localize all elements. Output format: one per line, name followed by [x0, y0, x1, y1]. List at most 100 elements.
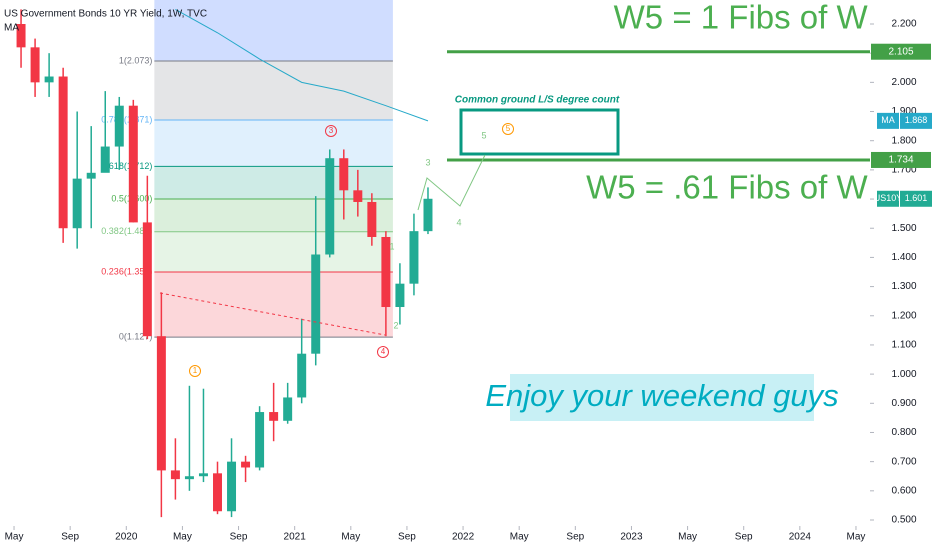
fib-zone [154, 61, 393, 120]
x-tick-label: 2023 [620, 532, 643, 543]
y-tick-label: 1.200 [891, 310, 916, 321]
x-tick-label: May [173, 532, 192, 543]
x-tick-label: May [341, 532, 360, 543]
candle-body [325, 158, 335, 255]
y-tick-label: 1.000 [891, 369, 916, 380]
candle-body [128, 105, 138, 223]
candle-body [283, 397, 293, 421]
chart-title: US Government Bonds 10 YR Yield, 1W, TVC [4, 9, 207, 20]
candle-body [241, 461, 251, 468]
y-tick-label: 0.800 [891, 427, 916, 438]
fib-zone [154, 272, 393, 338]
wave-label: 5 [481, 130, 486, 140]
price-tag [900, 190, 932, 207]
y-tick-label: 1.400 [891, 252, 916, 263]
y-tick-label: 0.900 [891, 398, 916, 409]
y-tick-label: 1.700 [891, 165, 916, 176]
projection [417, 154, 486, 211]
price-tag [900, 112, 932, 129]
candle-body [255, 412, 265, 468]
plot: 0(1.127)0.236(1.350)0.382(1.488)0.5(1.60… [16, 0, 870, 518]
wave-circle [189, 365, 201, 377]
candle-body [170, 470, 180, 480]
candle-body [16, 24, 26, 48]
candle-body [58, 76, 68, 229]
candle-body [198, 473, 208, 477]
wave-circle [502, 123, 514, 135]
y-tick-label: 1.100 [891, 340, 916, 351]
annotation-top: W5 = 1 Fibs of W1 [614, 0, 886, 36]
wave-circle [325, 125, 337, 137]
series-tag [877, 112, 899, 129]
ma-line [175, 8, 429, 122]
x-tick-label: Sep [61, 532, 79, 543]
fib-zone [154, 231, 393, 272]
y-tick-label: 1.300 [891, 281, 916, 292]
x-tick-label: Sep [735, 532, 753, 543]
fib-label: 0.382(1.488) [101, 226, 152, 236]
candle-body [72, 178, 82, 229]
y-tick-label: 2.000 [891, 77, 916, 88]
y-axis-bg [870, 0, 932, 550]
candle-body [86, 172, 96, 179]
y-tick-label: 0.700 [891, 456, 916, 467]
price-tag-label: 1.601 [905, 193, 928, 203]
y-tick-label: 2.200 [891, 19, 916, 30]
annotation-box [459, 108, 620, 156]
price-tag [871, 151, 931, 168]
x-tick-label: May [5, 532, 24, 543]
indicator-label: MA [4, 23, 19, 34]
candle-body [156, 336, 166, 471]
y-tick-label: 1.900 [891, 106, 916, 117]
candle-body [409, 231, 419, 284]
series-tag-name: MA [881, 115, 895, 125]
candle-body [30, 47, 40, 83]
fib-label: 1(2.073) [119, 55, 153, 65]
candle-body [339, 158, 349, 191]
candle-body [395, 283, 405, 308]
wave-label: 5 [506, 124, 511, 133]
message: Enjoy your weekend guys [485, 378, 838, 413]
y-tick-label: 1.500 [891, 223, 916, 234]
price-tag-label: 2.105 [888, 46, 913, 57]
price-tag-label: 1.734 [888, 155, 913, 166]
series-tag-name: US10Y [874, 193, 903, 203]
x-tick-label: 2020 [115, 532, 138, 543]
candle-body [297, 353, 307, 398]
fib-extension [154, 0, 393, 62]
candle-body [44, 76, 54, 83]
y-tick-label: 1.800 [891, 135, 916, 146]
x-tick-label: 2024 [789, 532, 812, 543]
candle-body [227, 461, 237, 512]
wave-label: 1 [389, 241, 394, 251]
candle-body [213, 473, 222, 512]
x-tick-label: Sep [566, 532, 584, 543]
fib-label: 0(1.127) [119, 331, 153, 341]
series-tag [877, 190, 899, 207]
x-tick-label: May [510, 532, 529, 543]
fib-label: 0.236(1.350) [101, 266, 152, 276]
fib-zone [154, 119, 393, 167]
wave-label: 3 [425, 157, 430, 167]
candle-body [367, 201, 377, 237]
annotation-bottom: W5 = .61 Fibs of W1 [586, 169, 886, 206]
candle-body [423, 198, 433, 232]
fib-zone [154, 166, 393, 200]
candle-body [311, 254, 321, 354]
candle-body [353, 190, 363, 202]
trend-dashed [159, 292, 386, 336]
fib-label: 0.786(1.871) [101, 114, 152, 124]
x-tick-label: Sep [230, 532, 248, 543]
candle-body [381, 236, 391, 308]
x-tick-label: Sep [398, 532, 416, 543]
candle-body [100, 146, 110, 173]
x-tick-label: 2021 [284, 532, 307, 543]
x-tick-label: 2022 [452, 532, 475, 543]
candle-body [269, 412, 279, 421]
wave-label: 2 [393, 320, 398, 330]
fib-zone [154, 199, 393, 232]
y-tick-label: 0.600 [891, 485, 916, 496]
wave-circle [377, 346, 389, 358]
